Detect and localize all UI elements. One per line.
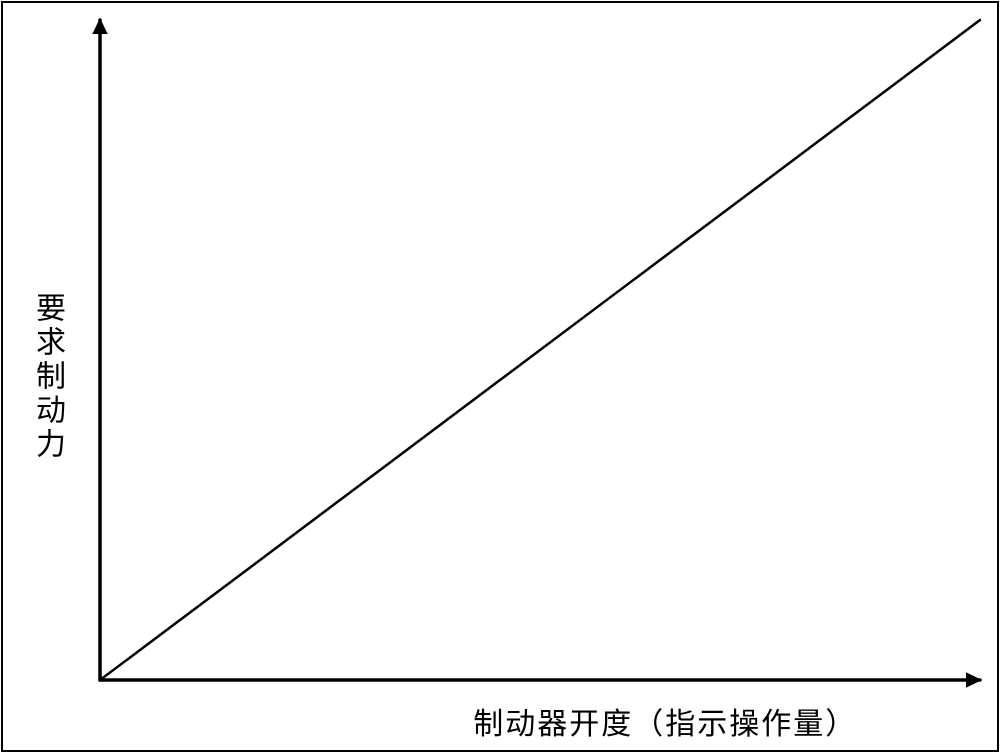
- x-axis-label: 制动器开度（指示操作量）: [473, 699, 857, 743]
- chart-container: 要求制动力 制动器开度（指示操作量）: [0, 0, 1000, 753]
- chart-svg: [0, 0, 1000, 753]
- y-axis-label: 要求制动力: [25, 292, 69, 462]
